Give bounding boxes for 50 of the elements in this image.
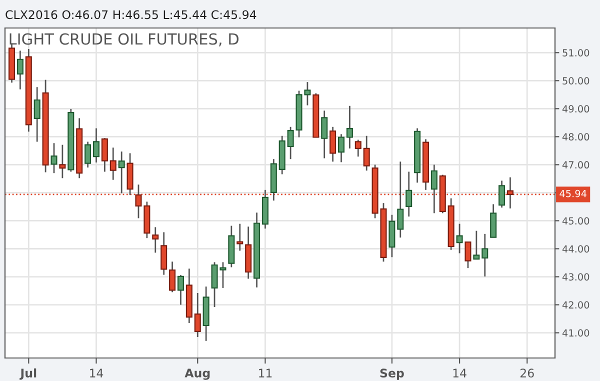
candlestick: [84, 141, 92, 168]
candlestick: [456, 223, 463, 254]
y-tick-label: 49.00: [562, 105, 590, 113]
text: CLX2016 O:46.07 H:46.55 L:45.44 C:45.94: [6, 10, 256, 20]
y-tick-label: 43.00: [562, 273, 590, 281]
candlestick: [160, 232, 168, 276]
y-tick-label: 42.00: [562, 301, 590, 309]
candlestick: [177, 274, 184, 306]
candlestick: [346, 105, 353, 150]
candlestick: [101, 137, 108, 172]
candlestick: [152, 226, 159, 254]
candlestick: [406, 171, 412, 218]
y-tick-label: 45.00: [562, 217, 590, 225]
candlestick: [354, 139, 362, 158]
candlestick: [34, 86, 40, 142]
y-tick-label: 51.00: [562, 49, 590, 56]
y-tick-label: 50.00: [562, 77, 590, 84]
y-tick-label: 48.00: [562, 133, 590, 141]
candlestick: [16, 50, 24, 90]
candlestick: [330, 126, 336, 162]
candlestick: [110, 146, 116, 181]
candlestick: [397, 160, 404, 238]
candlestick: [59, 144, 66, 179]
candlestick: [338, 133, 345, 163]
x-tick-label: Jul: [20, 368, 36, 380]
candlestick: [473, 230, 480, 260]
x-tick-label: 26: [520, 368, 534, 378]
candlestick: [363, 135, 370, 172]
chart-title: LIGHT CRUDE OIL FUTURES, D: [10, 33, 238, 46]
candlestick: [236, 223, 244, 252]
candlestick: [118, 150, 125, 194]
candlestick: [498, 180, 506, 208]
candlestick: [50, 142, 58, 174]
ref-line-label: 45.94: [560, 190, 586, 198]
candlestick: [194, 292, 201, 338]
x-tick-label: 14: [90, 368, 104, 378]
y-tick-label: 47.00: [562, 161, 590, 169]
candlestick: [430, 164, 438, 214]
x-tick-label: Sep: [380, 368, 404, 380]
candlestick: [92, 128, 100, 164]
x-tick-label: Aug: [184, 368, 210, 380]
candlestick: [169, 260, 176, 293]
candlestick: [464, 241, 472, 269]
x-tick-label: 11: [259, 368, 272, 378]
y-tick-label: 44.00: [562, 245, 590, 253]
x-tick-label: 14: [453, 368, 466, 378]
y-tick-label: 41.00: [562, 329, 590, 337]
candlestick: [321, 110, 328, 159]
candlestick: [287, 126, 294, 160]
candlestick: [482, 233, 488, 278]
